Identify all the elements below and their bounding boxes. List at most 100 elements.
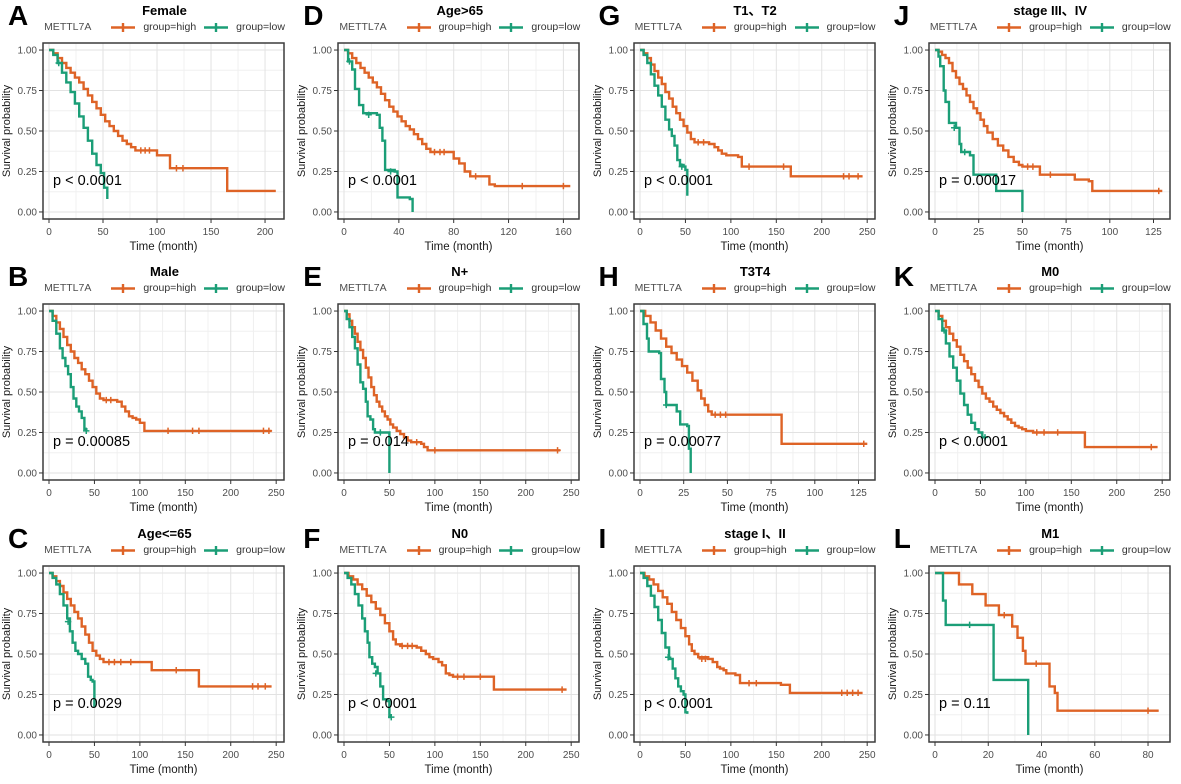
y-tick-label: 0.75	[313, 86, 333, 97]
panel-title: Female	[142, 3, 187, 18]
legend-high-label: group=high	[1029, 282, 1082, 295]
high-curve	[934, 310, 1158, 449]
high-censor-mark	[454, 673, 462, 680]
x-tick-label: 50	[89, 488, 101, 499]
x-axis-title: Time (month)	[720, 764, 788, 776]
x-tick-label: 150	[767, 750, 784, 761]
y-tick-label: 0.00	[608, 730, 628, 741]
y-tick-label: 0.50	[608, 649, 628, 660]
y-axis-title: Survival probability	[887, 607, 899, 700]
panel-title: Age>65	[436, 3, 484, 18]
y-tick-label: 0.50	[313, 649, 333, 660]
low-curve	[344, 310, 391, 474]
low-curve	[639, 571, 688, 714]
high-curve	[639, 48, 863, 178]
x-axis-title: Time (month)	[130, 502, 198, 514]
y-axis-title: Survival probability	[296, 607, 308, 700]
legend-high-key-icon	[996, 545, 1022, 556]
legend-high-label: group=high	[733, 282, 787, 295]
panel-letter: H	[598, 261, 619, 293]
x-tick-label: 200	[222, 750, 239, 761]
panel-letter: G	[598, 0, 621, 31]
x-tick-label: 0	[341, 488, 347, 499]
plot-host: 0 50 100 150 200 250 1.00 0.75 0.50 0.25 0.00 Survi…	[295, 298, 590, 521]
legend-high-key-icon	[701, 545, 727, 556]
p-value-label: p = 0.00017	[939, 173, 1016, 189]
legend: METTL7A group=high group=low	[591, 542, 886, 559]
y-tick-label: 1.00	[903, 568, 923, 579]
x-tick-label: 120	[500, 227, 517, 238]
panel-title: T1、T2	[733, 3, 777, 18]
high-censor-mark	[1046, 171, 1054, 178]
y-tick-label: 0.75	[18, 86, 38, 97]
high-censor-mark	[839, 173, 847, 180]
legend-low-key-icon	[794, 283, 820, 294]
x-tick-label: 100	[149, 227, 166, 238]
legend-high-label: group=high	[1029, 543, 1082, 556]
panel-letter: C	[8, 522, 29, 554]
plot-host: 0 25 50 75 100 125 1.00 0.75 0.50 0.25 0.00 Surviva…	[591, 298, 886, 521]
km-panel: B Male METTL7A group=high group=low 0 50 1…	[0, 261, 295, 522]
legend-low-label: group=low	[236, 282, 285, 295]
x-tick-label: 50	[721, 488, 733, 499]
high-censor-mark	[127, 658, 134, 665]
high-curve	[49, 310, 272, 433]
y-tick-label: 0.50	[18, 649, 38, 660]
high-censor-mark	[694, 139, 701, 146]
y-axis-title: Survival probability	[1, 84, 13, 177]
high-censor-mark	[1155, 187, 1162, 195]
legend-high-key-icon	[996, 283, 1022, 294]
x-tick-label: 50	[679, 227, 691, 238]
high-censor-mark	[560, 182, 567, 190]
legend-high-label: group=high	[438, 282, 492, 295]
low-censor-mark	[372, 669, 380, 677]
p-value-label: p = 0.00077	[644, 435, 721, 451]
y-tick-label: 0.25	[18, 690, 38, 701]
high-curve	[934, 571, 1159, 712]
x-tick-label: 0	[932, 750, 938, 761]
panel-title: Age<=65	[137, 525, 192, 541]
high-censor-mark	[441, 148, 448, 156]
high-curve	[344, 310, 561, 452]
y-axis-title: Survival probability	[296, 346, 308, 439]
km-panel: E N+ METTL7A group=high group=low 0 50 100…	[295, 261, 590, 522]
x-tick-label: 150	[472, 488, 489, 499]
y-tick-label: 0.25	[313, 167, 333, 178]
legend: METTL7A group=high group=low	[591, 19, 886, 36]
x-tick-label: 0	[341, 750, 347, 761]
x-tick-label: 50	[384, 488, 396, 499]
y-tick-label: 0.50	[313, 388, 333, 399]
legend-high-label: group=high	[143, 543, 197, 556]
y-tick-label: 0.75	[608, 86, 628, 97]
y-tick-label: 0.00	[18, 730, 38, 741]
legend-gene-label: METTL7A	[929, 282, 978, 295]
x-tick-label: 0	[46, 488, 52, 499]
y-tick-label: 0.50	[903, 649, 923, 660]
x-tick-label: 0	[637, 227, 643, 238]
panel-letter: L	[893, 522, 911, 554]
y-tick-label: 0.75	[18, 347, 38, 358]
panel-letter: B	[8, 261, 29, 293]
high-censor-mark	[699, 139, 707, 146]
x-tick-label: 200	[518, 750, 535, 761]
high-curve	[344, 48, 571, 188]
low-censor-mark	[662, 402, 669, 409]
y-tick-label: 0.00	[903, 730, 923, 741]
y-tick-label: 0.75	[903, 86, 923, 97]
high-censor-mark	[519, 182, 526, 190]
legend-low-label: group=low	[1121, 21, 1171, 33]
y-tick-label: 1.00	[313, 307, 333, 318]
legend-low-label: group=low	[531, 543, 581, 556]
low-censor-mark	[664, 653, 671, 661]
p-value-label: p < 0.0001	[348, 696, 417, 712]
panel-letter: K	[893, 261, 914, 293]
high-censor-mark	[173, 165, 180, 172]
y-tick-label: 0.25	[18, 167, 38, 178]
legend: METTL7A group=high group=low	[0, 19, 295, 36]
y-tick-label: 1.00	[18, 307, 38, 318]
panel-title: N0	[451, 525, 469, 541]
panel-title: stage I、II	[724, 525, 786, 541]
legend-high-label: group=high	[438, 543, 492, 556]
y-axis-title: Survival probability	[1, 607, 13, 700]
